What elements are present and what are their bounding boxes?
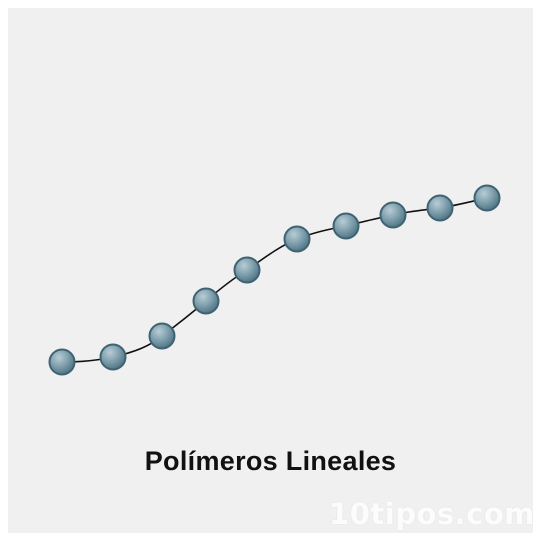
monomer-bead: [233, 256, 261, 284]
monomer-bead: [148, 322, 176, 350]
monomer-bead: [48, 348, 76, 376]
monomer-bead: [332, 212, 360, 240]
monomer-bead: [379, 201, 407, 229]
chain-backbone: [61, 197, 488, 363]
monomer-bead: [473, 184, 501, 212]
watermark-logo: 10tipos.com: [329, 497, 535, 531]
monomer-beads: [48, 184, 501, 376]
monomer-bead: [192, 287, 220, 315]
diagram-title: Polímeros Lineales: [144, 446, 397, 476]
diagram-background: [8, 8, 533, 533]
monomer-bead: [99, 343, 127, 371]
monomer-bead: [426, 194, 454, 222]
monomer-bead: [283, 225, 311, 253]
